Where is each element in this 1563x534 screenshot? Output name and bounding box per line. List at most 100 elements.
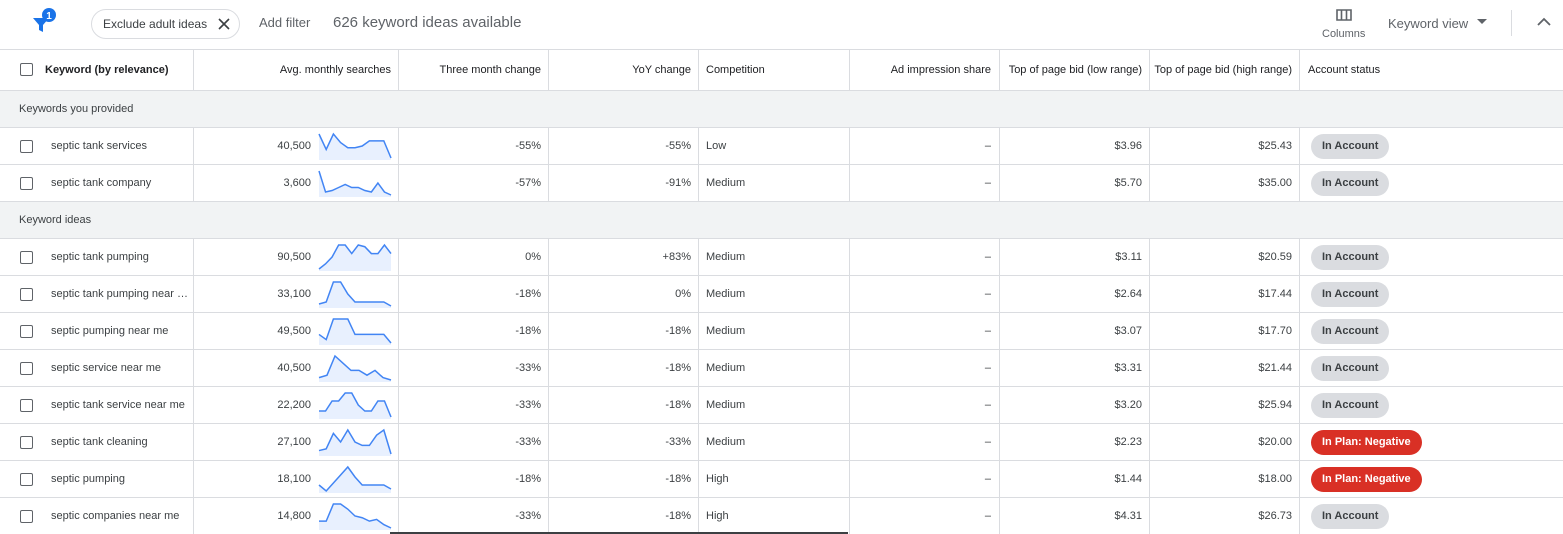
add-filter[interactable]: Add filter	[259, 15, 311, 30]
ad-share: –	[984, 140, 991, 152]
row-checkbox[interactable]	[20, 325, 33, 338]
three-month: -57%	[515, 177, 541, 189]
status-chip[interactable]: In Account	[1311, 319, 1390, 344]
sparkline-area	[319, 171, 391, 197]
column-divider	[548, 50, 549, 534]
sparkline-line	[318, 281, 392, 307]
high-bid: $26.73	[1258, 510, 1292, 522]
keyword-row: septic tank pumping 90,500 0% +83% Medium – $3…	[0, 239, 1563, 276]
keyword-row: septic pumping near me 49,500 -18% -18% Medi…	[0, 313, 1563, 350]
yoy: -18%	[665, 362, 691, 374]
ad-share: –	[984, 473, 991, 485]
keyword-row: septic tank services 40,500 -55% -55% Low – $3…	[0, 128, 1563, 165]
low-bid: $2.23	[1114, 436, 1142, 448]
searches: 40,500	[277, 140, 311, 152]
row-checkbox[interactable]	[20, 510, 33, 523]
three-month: -18%	[515, 325, 541, 337]
low-bid: $3.96	[1114, 140, 1142, 152]
keyword: septic pumping	[51, 473, 125, 485]
view-select[interactable]: Keyword view	[1388, 16, 1469, 31]
header-checkbox[interactable]	[20, 63, 33, 76]
keyword: septic tank company	[51, 177, 152, 189]
sparkline	[318, 281, 392, 308]
filter-chip[interactable]: Exclude adult ideas	[91, 9, 241, 39]
status-chip[interactable]: In Plan: Negative	[1311, 430, 1422, 455]
status-chip[interactable]: In Account	[1311, 282, 1390, 307]
three-month: -33%	[515, 436, 541, 448]
ad-share: –	[984, 325, 991, 337]
low-bid: $4.31	[1114, 510, 1142, 522]
searches: 49,500	[277, 325, 311, 337]
yoy: 0%	[675, 288, 691, 300]
column-header[interactable]: Ad impression share	[890, 63, 991, 76]
column-header[interactable]: Top of page bid (high range)	[1154, 63, 1292, 76]
keyword: septic companies near me	[51, 510, 180, 522]
column-header[interactable]: Avg. monthly searches	[279, 63, 391, 76]
status-chip[interactable]: In Account	[1311, 393, 1390, 418]
chip-close[interactable]	[217, 17, 231, 31]
status-chip[interactable]: In Account	[1311, 356, 1390, 381]
searches: 18,100	[277, 473, 311, 485]
column-header[interactable]: Top of page bid (low range)	[1008, 63, 1142, 76]
searches: 33,100	[277, 288, 311, 300]
high-bid: $17.44	[1258, 288, 1292, 300]
status-chip[interactable]: In Account	[1311, 504, 1390, 529]
keyword-row: septic companies near me 14,800 -33% -18% Hi…	[0, 498, 1563, 534]
three-month: 0%	[525, 251, 541, 263]
divider	[0, 49, 1563, 50]
column-header[interactable]: Three month change	[439, 63, 541, 76]
sparkline	[319, 503, 392, 530]
ad-share: –	[984, 510, 991, 522]
column-divider	[849, 50, 850, 534]
filter-icon[interactable]: 1	[30, 8, 60, 38]
searches: 27,100	[277, 436, 311, 448]
three-month: -18%	[515, 288, 541, 300]
row-checkbox[interactable]	[20, 436, 33, 449]
status-chip[interactable]: In Plan: Negative	[1311, 467, 1422, 492]
status-chip[interactable]: In Account	[1311, 134, 1390, 159]
keyword: septic pumping near me	[51, 325, 169, 337]
column-divider	[698, 50, 699, 534]
high-bid: $17.70	[1258, 325, 1292, 337]
scrollbar[interactable]	[390, 532, 848, 534]
low-bid: $3.31	[1114, 362, 1142, 374]
sparkline-area	[319, 319, 391, 345]
sparkline-line	[318, 428, 392, 455]
column-header[interactable]: YoY change	[632, 63, 691, 76]
searches: 14,800	[277, 510, 311, 522]
sparkline-area	[319, 245, 391, 271]
row-checkbox[interactable]	[20, 288, 33, 301]
sparkline-area	[319, 430, 391, 456]
column-header[interactable]: Keyword (by relevance)	[45, 63, 169, 76]
column-header[interactable]: Competition	[706, 63, 765, 76]
sparkline	[318, 465, 392, 493]
columns-icon[interactable]	[1336, 9, 1352, 21]
three-month: -18%	[515, 473, 541, 485]
low-bid: $1.44	[1114, 473, 1142, 485]
status-chip[interactable]: In Account	[1311, 171, 1390, 196]
row-checkbox[interactable]	[20, 399, 33, 412]
dropdown-arrow[interactable]	[1477, 19, 1487, 25]
collapse[interactable]	[1537, 17, 1551, 26]
ad-share: –	[984, 177, 991, 189]
low-bid: $2.64	[1114, 288, 1142, 300]
sparkline-area	[319, 356, 391, 382]
row-checkbox[interactable]	[20, 473, 33, 486]
high-bid: $20.59	[1258, 251, 1292, 263]
keyword: septic service near me	[51, 362, 162, 374]
sparkline-area	[319, 393, 391, 419]
columns-button[interactable]: Columns	[1322, 28, 1366, 40]
group-label: Keyword ideas	[19, 214, 92, 226]
row-checkbox[interactable]	[20, 251, 33, 264]
sparkline	[318, 428, 392, 456]
row-checkbox[interactable]	[20, 362, 33, 375]
sparkline	[318, 318, 392, 345]
sparkline	[318, 170, 392, 197]
row-checkbox[interactable]	[20, 140, 33, 153]
row-checkbox[interactable]	[20, 177, 33, 190]
three-month: -33%	[515, 399, 541, 411]
status-chip[interactable]: In Account	[1311, 245, 1390, 270]
column-header[interactable]: Account status	[1308, 63, 1381, 76]
competition: High	[706, 510, 729, 522]
